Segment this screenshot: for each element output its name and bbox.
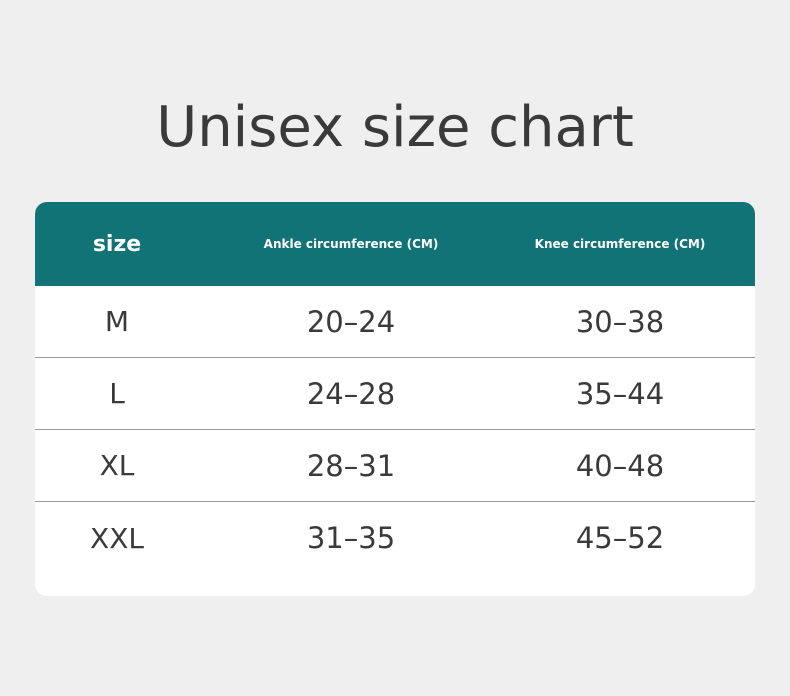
page-title: Unisex size chart (156, 95, 634, 160)
table-row: M 20–24 30–38 (35, 286, 755, 358)
table-row: XL 28–31 40–48 (35, 430, 755, 502)
ankle-cell: 28–31 (306, 448, 396, 483)
header-size: size (92, 231, 142, 257)
ankle-cell: 31–35 (306, 521, 396, 555)
ankle-cell: 24–28 (306, 376, 396, 411)
knee-cell: 40–48 (575, 448, 665, 483)
size-cell: XXL (90, 521, 144, 555)
size-cell: XL (99, 449, 135, 482)
knee-cell: 30–38 (575, 304, 665, 339)
knee-cell: 35–44 (575, 376, 665, 411)
table-row: XXL 31–35 45–52 (35, 502, 755, 574)
size-table: size Ankle circumference (CM) Knee circu… (35, 202, 755, 596)
table-row: L 24–28 35–44 (35, 358, 755, 430)
knee-cell: 45–52 (575, 521, 665, 555)
size-cell: M (104, 305, 130, 338)
header-ankle-circumference: Ankle circumference (CM) (263, 237, 439, 251)
size-cell: L (109, 377, 125, 410)
ankle-cell: 20–24 (306, 304, 396, 339)
table-header: size Ankle circumference (CM) Knee circu… (35, 202, 755, 286)
header-knee-circumference: Knee circumference (CM) (534, 237, 706, 251)
